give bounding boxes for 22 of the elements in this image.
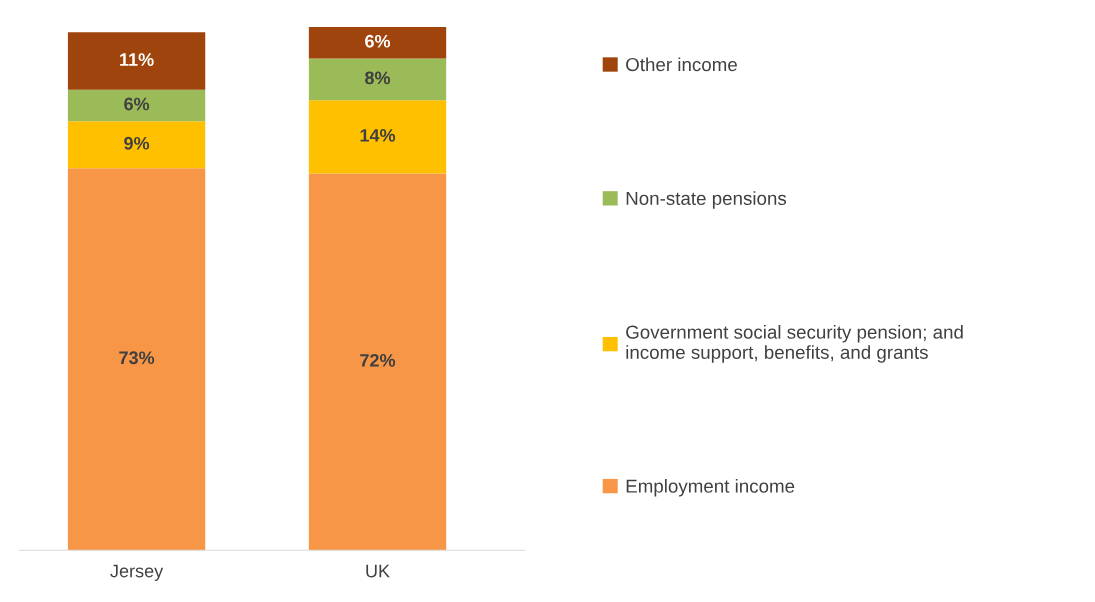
legend-label: Employment income [626, 479, 795, 497]
legend-label: Government social security pension; and income support, benefits, and grants [626, 325, 963, 363]
legend-label: Other income [626, 57, 737, 72]
data-label: 72% [360, 353, 396, 367]
data-label: 8% [365, 71, 391, 85]
bar [308, 173, 447, 551]
bar [67, 32, 206, 90]
legend-label: Non-state pensions [626, 191, 787, 209]
bar [67, 121, 206, 169]
x-tick-label: Jersey [110, 564, 164, 581]
data-label: 9% [124, 136, 150, 150]
bar [67, 89, 206, 122]
data-label: 6% [124, 97, 150, 111]
data-label: 6% [365, 34, 391, 48]
bar [308, 58, 447, 101]
data-label: 73% [119, 351, 155, 365]
data-label: 11% [120, 53, 154, 66]
data-label: 14% [360, 129, 396, 142]
bar [308, 27, 447, 59]
x-tick-label: UK [366, 564, 390, 578]
bar [67, 168, 206, 551]
bar [308, 100, 447, 174]
